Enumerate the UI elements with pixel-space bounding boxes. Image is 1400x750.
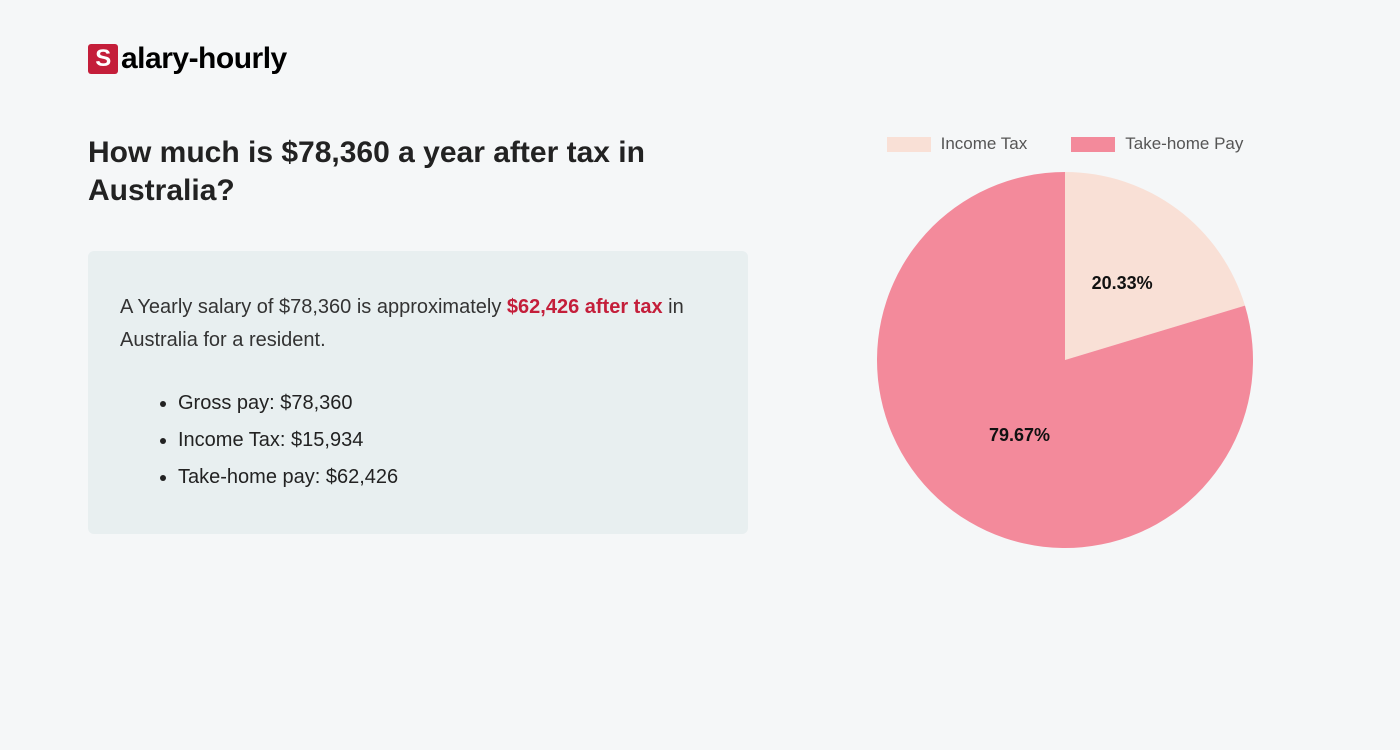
- main-content: How much is $78,360 a year after tax in …: [88, 134, 1312, 550]
- summary-text: A Yearly salary of $78,360 is approximat…: [120, 291, 716, 357]
- list-item: Gross pay: $78,360: [178, 385, 716, 422]
- legend-swatch: [1071, 137, 1115, 152]
- legend-swatch: [887, 137, 931, 152]
- legend-label: Take-home Pay: [1125, 134, 1243, 154]
- pie-slice-label: 20.33%: [1092, 273, 1153, 294]
- legend-label: Income Tax: [941, 134, 1028, 154]
- chart-legend: Income Tax Take-home Pay: [887, 134, 1244, 154]
- logo-text: alary-hourly: [121, 42, 287, 76]
- pie-chart: 20.33% 79.67%: [875, 170, 1255, 550]
- summary-prefix: A Yearly salary of $78,360 is approximat…: [120, 296, 507, 318]
- summary-box: A Yearly salary of $78,360 is approximat…: [88, 251, 748, 534]
- chart-panel: Income Tax Take-home Pay 20.33% 79.67%: [818, 134, 1312, 550]
- site-logo: S alary-hourly: [88, 42, 1312, 76]
- summary-highlight: $62,426 after tax: [507, 296, 663, 318]
- legend-item-take-home: Take-home Pay: [1071, 134, 1243, 154]
- legend-item-income-tax: Income Tax: [887, 134, 1028, 154]
- list-item: Take-home pay: $62,426: [178, 459, 716, 496]
- left-panel: How much is $78,360 a year after tax in …: [88, 134, 748, 534]
- pie-svg: [875, 170, 1255, 550]
- list-item: Income Tax: $15,934: [178, 422, 716, 459]
- logo-badge: S: [88, 44, 118, 74]
- pie-slice-label: 79.67%: [989, 425, 1050, 446]
- page-title: How much is $78,360 a year after tax in …: [88, 134, 748, 209]
- bullet-list: Gross pay: $78,360 Income Tax: $15,934 T…: [120, 385, 716, 496]
